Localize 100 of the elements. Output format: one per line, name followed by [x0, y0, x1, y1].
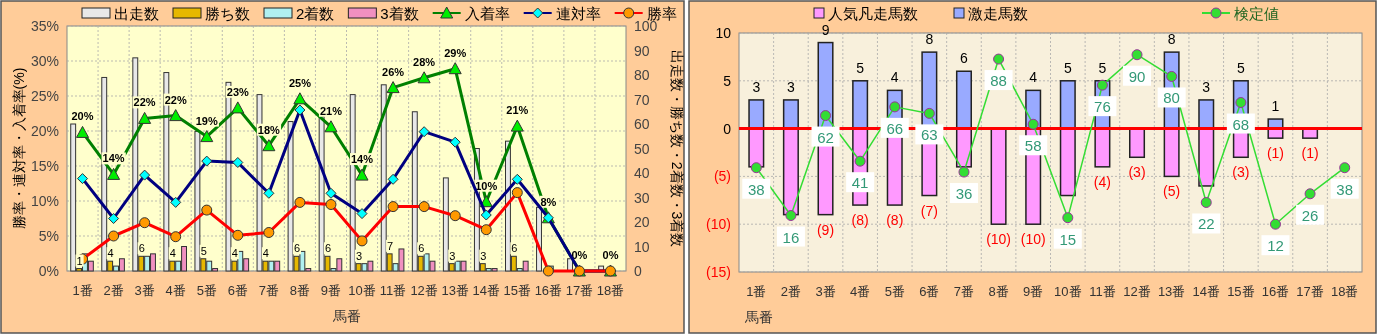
legend-label: 出走数	[114, 5, 159, 22]
data-label: 3	[1202, 78, 1211, 95]
x-tick-label: 6番	[227, 283, 248, 298]
data-label: 38	[747, 180, 765, 198]
data-label: 68	[1232, 115, 1250, 133]
y-axis-title: 勝率・連対率・入着率(%)	[11, 67, 27, 230]
x-tick-label: 1番	[746, 284, 767, 299]
y-tick-label: (5)	[713, 168, 731, 185]
y2-axis-title: 出走数・勝ち数・2着数・3着数	[669, 49, 685, 248]
data-label: 90	[1128, 67, 1146, 85]
data-label: 63	[921, 126, 938, 144]
data-label: (8)	[886, 212, 904, 229]
x-axis-title: 馬番	[331, 308, 361, 324]
x-tick-label: 17番	[1296, 284, 1324, 299]
data-label: 80	[1163, 89, 1180, 107]
legend-label: 勝ち数	[205, 5, 250, 22]
data-label: 5	[1236, 59, 1245, 76]
legend-label: 検定値	[1234, 5, 1279, 22]
data-label: 6	[138, 242, 145, 255]
y2-tick-label: 40	[634, 165, 650, 181]
x-tick-label: 10番	[1054, 284, 1082, 299]
x-tick-label: 2番	[780, 284, 802, 299]
x-tick-label: 4番	[165, 283, 186, 298]
data-label: 5	[856, 59, 865, 76]
data-label: 9	[821, 21, 830, 38]
data-label: 1	[76, 254, 83, 267]
data-label: 36	[955, 185, 973, 203]
x-tick-label: 7番	[258, 283, 279, 298]
data-label: 88	[990, 72, 1007, 90]
x-tick-label: 5番	[884, 284, 905, 299]
y-tick-label: 15%	[30, 158, 59, 174]
x-tick-label: 1番	[72, 283, 93, 298]
legend-label: 激走馬数	[968, 5, 1028, 22]
data-label: (1)	[1301, 145, 1319, 162]
x-tick-label: 14番	[472, 283, 500, 298]
data-label: 4	[890, 69, 899, 86]
data-label: 14%	[102, 152, 125, 165]
data-label: 4	[169, 247, 176, 260]
data-label: 1	[1271, 98, 1280, 115]
y2-tick-label: 10	[634, 238, 650, 255]
data-label: 22%	[164, 93, 187, 106]
data-label: 5	[1098, 59, 1107, 76]
x-tick-label: 12番	[410, 283, 438, 298]
data-label: 26	[1301, 206, 1319, 224]
y-tick-label: 0%	[38, 263, 59, 279]
data-label: 6	[511, 242, 518, 255]
data-label: 3	[787, 78, 796, 95]
data-label: (8)	[851, 212, 869, 229]
y2-tick-label: 30	[634, 189, 650, 206]
y-tick-label: 10%	[30, 193, 59, 209]
data-label: 4	[262, 247, 269, 260]
data-label: 6	[324, 242, 332, 255]
y-tick-label: (10)	[706, 216, 731, 233]
data-label: 8%	[540, 195, 557, 208]
data-label: (5)	[1163, 183, 1181, 200]
y2-tick-label: 50	[634, 140, 650, 157]
data-label: 76	[1094, 98, 1111, 116]
data-label: (10)	[986, 231, 1012, 248]
data-label: (7)	[920, 202, 938, 219]
legend-label: 2着数	[296, 5, 335, 22]
data-label: (1)	[1266, 145, 1285, 162]
x-tick-label: 18番	[596, 283, 625, 298]
y-tick-label: 5%	[38, 228, 59, 244]
x-tick-label: 8番	[988, 284, 1009, 299]
data-label: 18%	[257, 123, 281, 136]
data-label: 6	[960, 50, 969, 67]
x-tick-label: 17番	[565, 283, 594, 298]
data-label: 19%	[195, 114, 218, 127]
data-label: 0%	[602, 249, 619, 261]
data-label: 23%	[226, 85, 250, 98]
x-tick-label: 10番	[348, 283, 376, 298]
data-label: (3)	[1232, 164, 1250, 181]
data-label: 58	[1024, 137, 1042, 155]
data-label: 6	[293, 242, 301, 255]
x-tick-label: 16番	[534, 283, 563, 298]
x-tick-label: 13番	[1157, 284, 1186, 299]
data-label: 4	[1029, 69, 1038, 86]
data-label: 3	[449, 249, 456, 262]
y-tick-label: 20%	[30, 123, 59, 139]
data-label: 22%	[133, 96, 156, 109]
legend-label: 3着数	[380, 5, 419, 22]
x-tick-label: 16番	[1261, 284, 1290, 299]
data-label: 5	[1063, 59, 1072, 76]
x-tick-label: 6番	[919, 284, 940, 299]
x-tick-label: 15番	[1227, 284, 1255, 299]
y-tick-label: 30%	[30, 53, 59, 69]
data-label: 38	[1336, 180, 1354, 198]
y-tick-label: 0	[723, 120, 732, 137]
x-axis-title: 馬番	[744, 309, 773, 325]
x-tick-label: 4番	[850, 284, 871, 299]
y-tick-label: 25%	[30, 88, 59, 104]
data-label: 22	[1197, 215, 1215, 233]
data-label: (9)	[816, 221, 835, 238]
data-label: 8	[925, 31, 934, 48]
x-tick-label: 2番	[103, 283, 124, 298]
y2-tick-label: 80	[634, 67, 650, 83]
data-label: 3	[356, 249, 363, 262]
y2-tick-label: 20	[634, 214, 650, 230]
x-tick-label: 11番	[1089, 284, 1116, 299]
data-label: 6	[418, 242, 425, 255]
